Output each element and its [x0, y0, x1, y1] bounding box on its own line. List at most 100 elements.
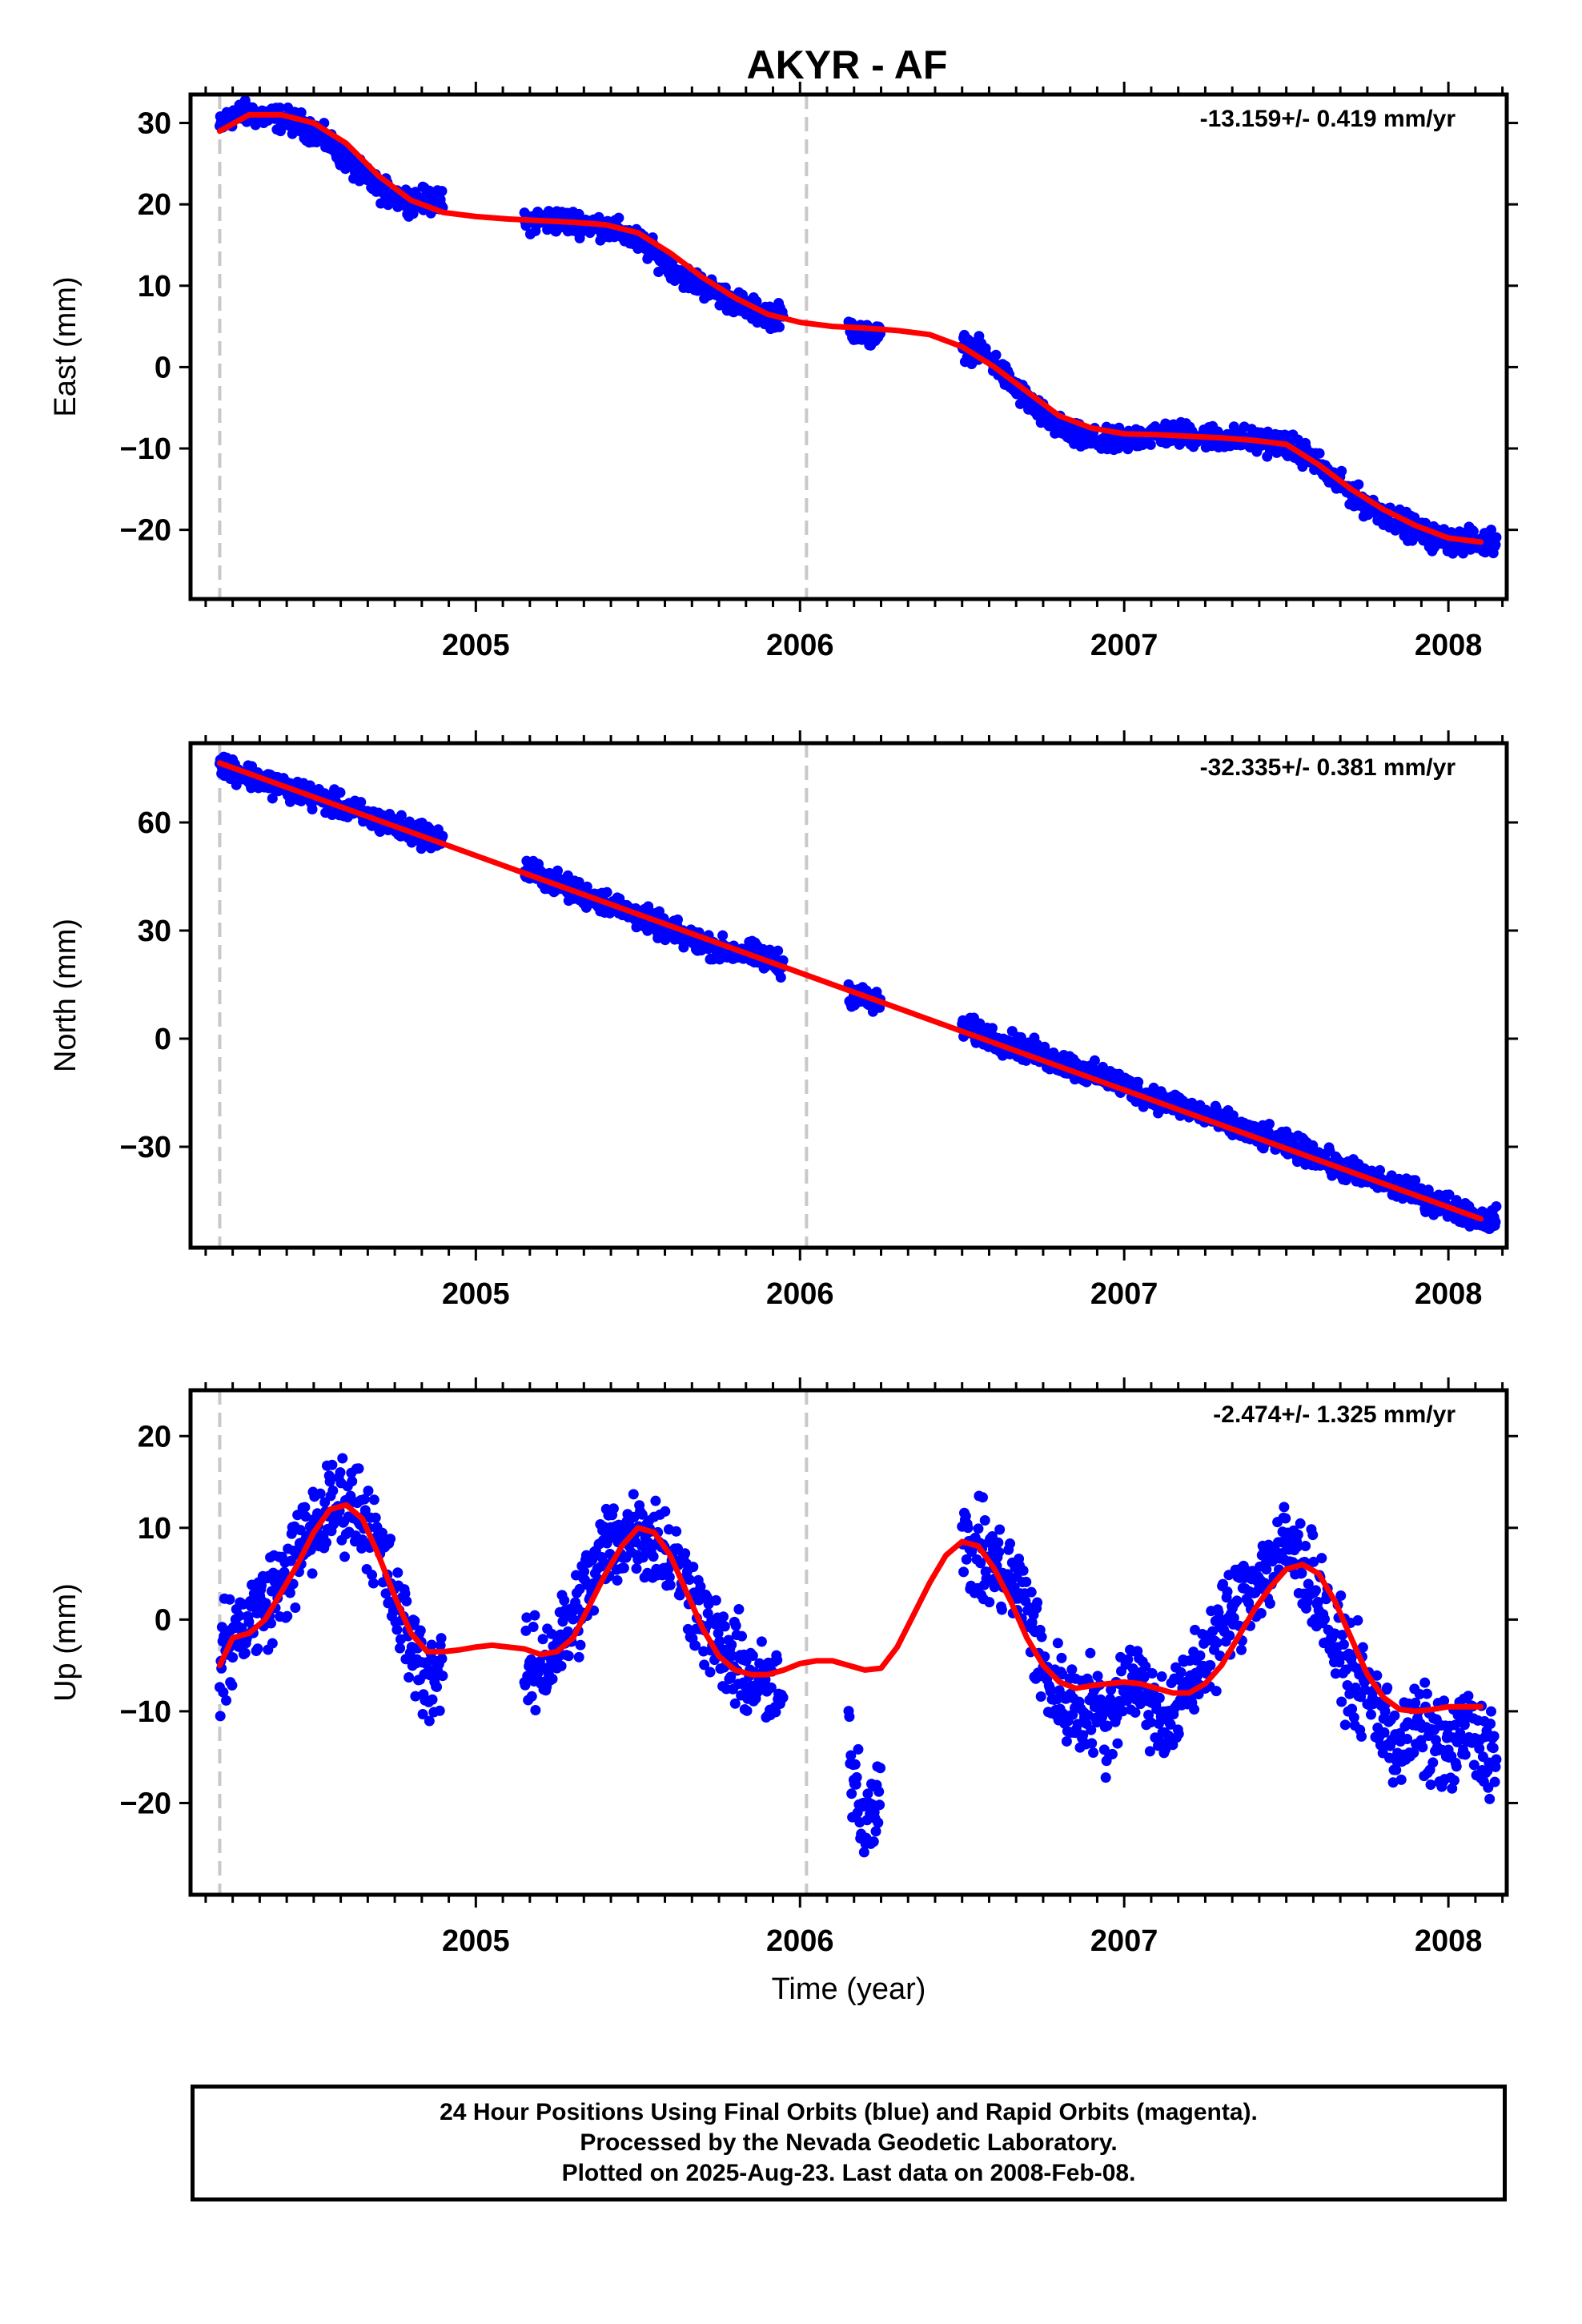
up-data-point — [1303, 1578, 1314, 1590]
up-data-point — [737, 1630, 748, 1642]
up-data-point — [1021, 1576, 1032, 1587]
up-data-point — [537, 1634, 548, 1645]
up-data-point — [292, 1510, 303, 1521]
up-data-point — [363, 1486, 374, 1497]
up-ylabel: Up (mm) — [49, 1583, 82, 1702]
east-data-point — [1314, 448, 1325, 459]
up-data-point — [282, 1610, 293, 1622]
up-data-point — [993, 1537, 1004, 1548]
up-data-point — [529, 1610, 540, 1621]
up-data-point — [665, 1579, 676, 1590]
up-data-point — [849, 1759, 861, 1770]
north-data-point — [1227, 1110, 1239, 1121]
up-data-point — [680, 1548, 691, 1559]
up-ytick-label: 10 — [138, 1512, 171, 1546]
up-data-point — [770, 1707, 781, 1718]
up-data-point — [1144, 1746, 1155, 1757]
up-data-point — [401, 1595, 412, 1606]
up-data-point — [404, 1672, 415, 1683]
east-ytick-label: 0 — [155, 351, 171, 384]
up-data-point — [862, 1788, 873, 1799]
east-panel: 30 20 10 0 −10 −20 2005 2006 2007 2008 East (mm) -1… — [49, 82, 1518, 662]
up-data-point — [575, 1639, 586, 1651]
up-data-point — [1154, 1692, 1165, 1703]
up-data-point — [239, 1647, 251, 1659]
east-data-point — [436, 186, 448, 197]
up-data-point — [234, 1610, 245, 1622]
up-data-point — [756, 1636, 767, 1647]
up-data-point — [1112, 1738, 1123, 1749]
up-data-point — [961, 1554, 972, 1565]
north-xtick-label: 2006 — [766, 1277, 834, 1311]
up-ytick-label: −10 — [120, 1695, 171, 1729]
north-data-point — [437, 830, 448, 842]
up-data-point — [729, 1698, 741, 1709]
up-data-point — [547, 1674, 558, 1685]
up-data-point — [315, 1488, 326, 1499]
up-data-point — [1292, 1529, 1303, 1540]
up-data-point — [1338, 1638, 1349, 1650]
up-xtick-label: 2008 — [1415, 1924, 1483, 1958]
up-data-point — [777, 1692, 789, 1703]
north-ylabel: North (mm) — [49, 919, 82, 1072]
up-data-point — [252, 1643, 263, 1655]
up-data-point — [1357, 1642, 1368, 1653]
up-data-point — [726, 1639, 737, 1651]
up-xlabel: Time (year) — [772, 1972, 926, 2006]
up-data-point — [1056, 1652, 1067, 1663]
up-data-point — [1330, 1668, 1341, 1679]
north-data-point — [552, 865, 563, 876]
up-data-point — [1035, 1691, 1046, 1702]
up-data-point — [1489, 1776, 1500, 1787]
up-data-point — [410, 1691, 421, 1702]
up-data-point — [747, 1650, 758, 1661]
up-data-point — [1255, 1608, 1267, 1619]
east-data-point — [1468, 525, 1479, 537]
up-data-point — [713, 1628, 724, 1639]
up-data-point — [1078, 1730, 1089, 1741]
up-data-point — [1391, 1764, 1402, 1775]
north-xtick-label: 2005 — [442, 1277, 510, 1311]
up-data-point — [845, 1750, 857, 1761]
up-data-point — [434, 1705, 445, 1716]
up-data-point — [1211, 1637, 1223, 1648]
up-data-point — [1352, 1614, 1363, 1626]
up-data-point — [631, 1563, 642, 1574]
up-data-point — [1061, 1735, 1072, 1747]
up-data-point — [1138, 1671, 1150, 1683]
up-data-point — [307, 1568, 318, 1579]
up-data-point — [1231, 1595, 1243, 1606]
up-data-point — [353, 1463, 364, 1474]
up-data-point — [1189, 1704, 1200, 1715]
east-data-point — [1485, 525, 1496, 536]
up-data-point — [327, 1459, 338, 1470]
up-data-point — [730, 1620, 741, 1631]
up-data-point — [392, 1567, 404, 1578]
footer-box: 24 Hour Positions Using Final Orbits (bl… — [191, 2085, 1507, 2201]
up-data-point — [636, 1509, 648, 1520]
up-data-point — [1342, 1679, 1353, 1691]
up-data-point — [637, 1552, 648, 1563]
up-data-point — [1279, 1502, 1290, 1513]
up-data-point — [1205, 1660, 1216, 1671]
footer-line-3: Plotted on 2025-Aug-23. Last data on 200… — [561, 2160, 1136, 2186]
up-data-point — [672, 1543, 683, 1554]
up-data-point — [1307, 1530, 1319, 1541]
north-data-point — [267, 793, 278, 804]
north-data-point — [601, 887, 612, 898]
east-xtick-label: 2006 — [766, 629, 834, 662]
up-data-point — [994, 1546, 1005, 1558]
up-data-point — [265, 1618, 276, 1629]
north-data-point — [1490, 1216, 1501, 1228]
up-data-point — [409, 1615, 420, 1626]
east-ytick-label: 20 — [138, 188, 171, 222]
up-data-point — [1468, 1759, 1480, 1771]
up-data-point — [705, 1667, 716, 1678]
north-data-point — [355, 797, 367, 808]
up-data-point — [1300, 1540, 1311, 1551]
up-data-point — [1085, 1647, 1096, 1659]
up-data-point — [528, 1622, 539, 1633]
up-data-point — [1488, 1743, 1499, 1754]
north-data-point — [1089, 1055, 1100, 1066]
up-data-point — [725, 1671, 737, 1683]
